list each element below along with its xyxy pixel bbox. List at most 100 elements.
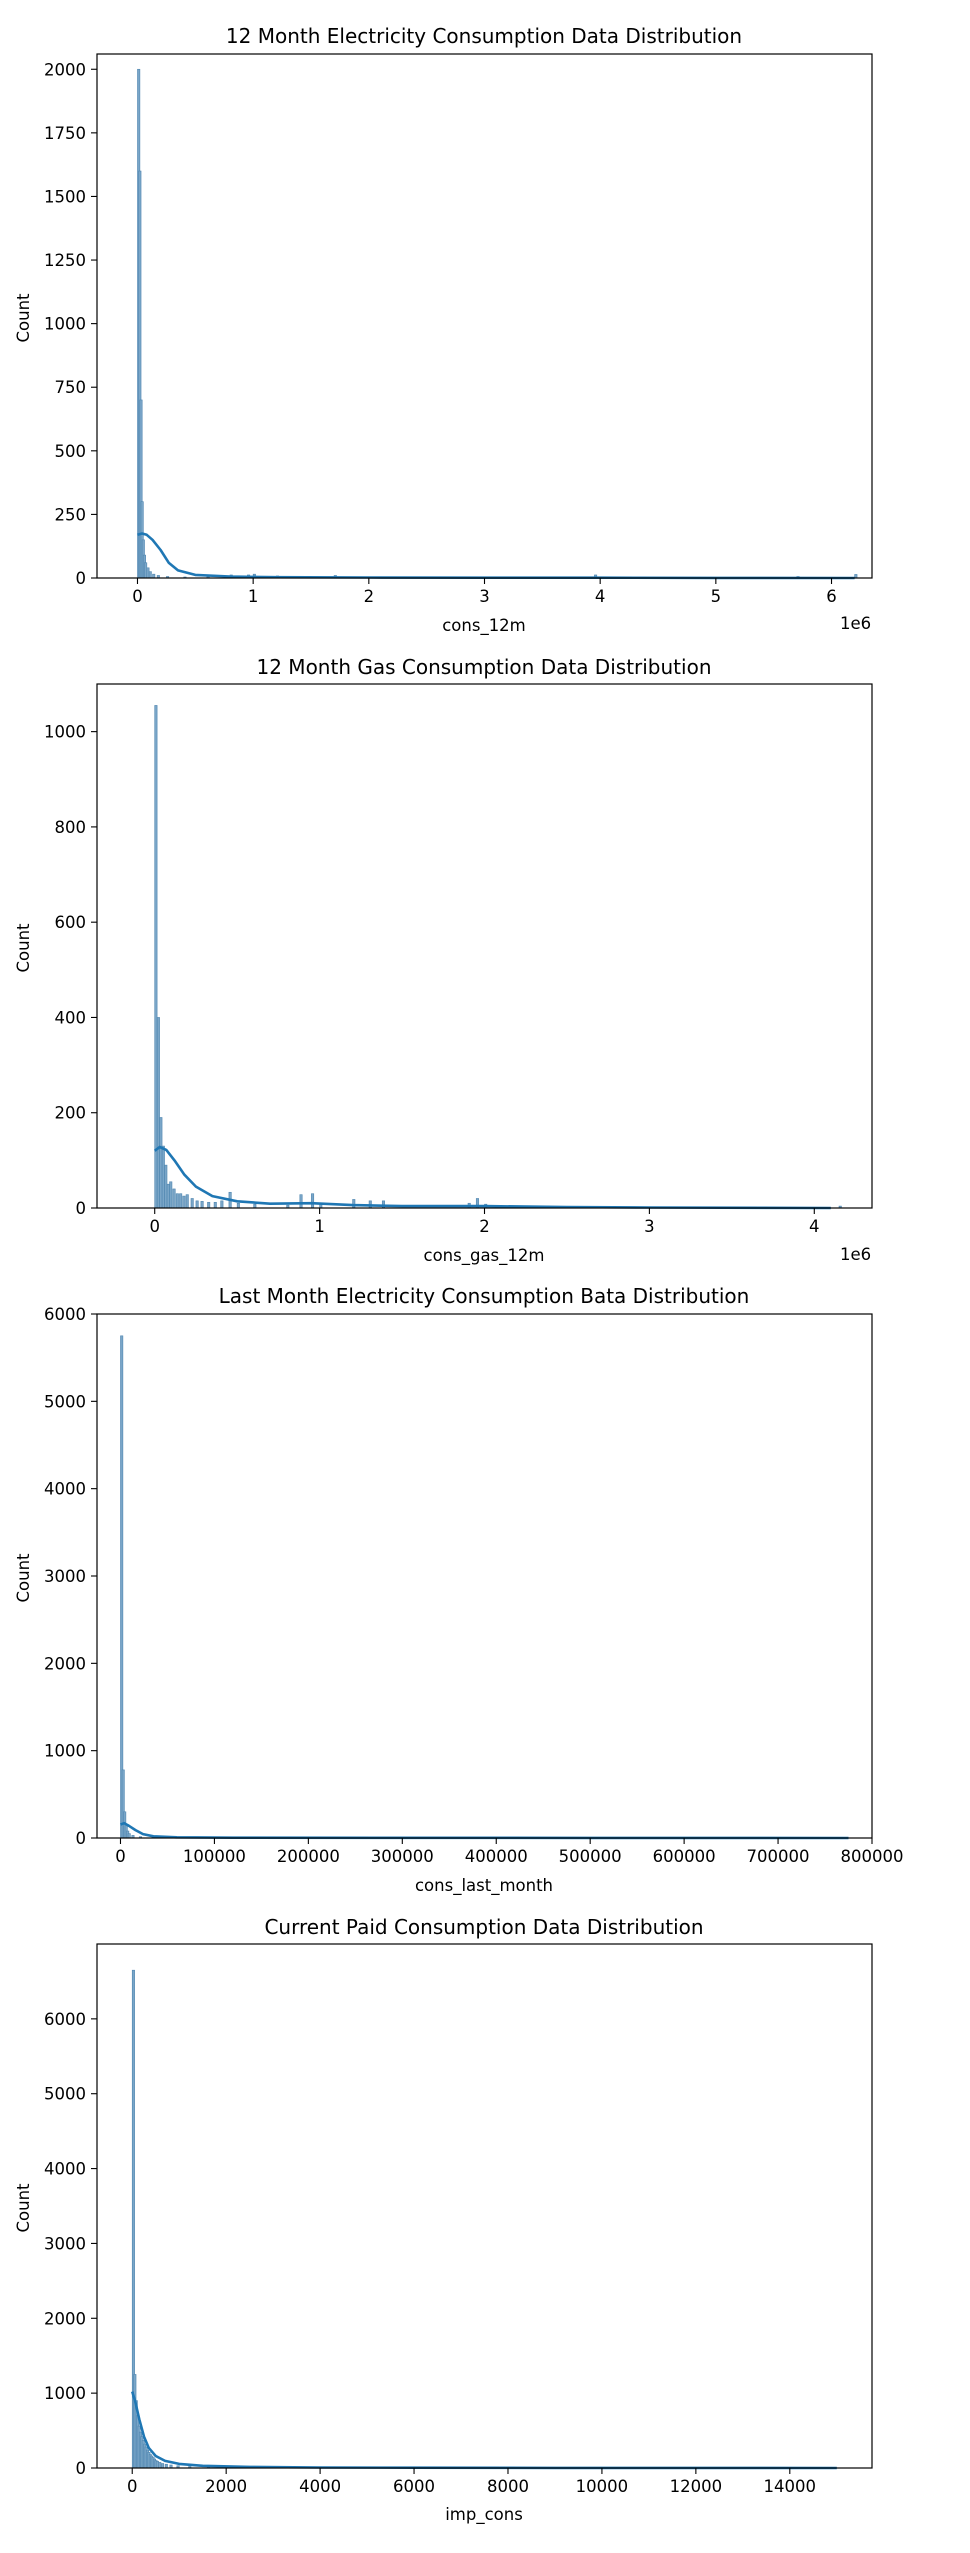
y-tick-label: 0 <box>76 2459 87 2478</box>
histogram-bar <box>182 1195 186 1209</box>
x-tick-label: 2 <box>364 587 375 606</box>
y-tick-label: 600 <box>55 913 87 932</box>
y-axis-label: Count <box>14 2183 33 2233</box>
x-tick-label: 14000 <box>764 2477 817 2496</box>
x-tick-label: 0 <box>115 1847 126 1866</box>
chart-panel-electricity-12m: 12 Month Electricity Consumption Data Di… <box>14 24 873 636</box>
x-tick-label: 300000 <box>371 1847 434 1866</box>
x-tick-label: 6 <box>826 587 837 606</box>
x-tick-label: 4 <box>809 1217 820 1236</box>
y-axis-ticks: 0 1000 2000 3000 4000 5000 6000 <box>44 2010 97 2478</box>
x-axis-ticks: 0 100000 200000 300000 400000 500000 600000 700… <box>115 1838 904 1866</box>
histogram-bar <box>169 1181 173 1209</box>
y-tick-label: 2000 <box>44 2309 86 2328</box>
y-axis-label: Count <box>14 1553 33 1603</box>
histogram-bar <box>311 1193 315 1209</box>
histogram-bar <box>120 1335 124 1839</box>
chart-panel-gas-12m: 12 Month Gas Consumption Data Distributi… <box>14 655 873 1266</box>
y-tick-label: 6000 <box>44 1305 86 1324</box>
x-axis-label: cons_12m <box>442 616 526 636</box>
x-tick-label: 0 <box>127 2477 138 2496</box>
chart-panel-imp-cons: Current Paid Consumption Data Distributi… <box>14 1915 873 2525</box>
chart-title: 12 Month Electricity Consumption Data Di… <box>226 24 742 48</box>
y-tick-label: 200 <box>55 1104 87 1123</box>
y-tick-label: 800 <box>55 818 87 837</box>
y-tick-label: 1500 <box>44 187 86 206</box>
x-tick-label: 5 <box>711 587 722 606</box>
y-tick-label: 1750 <box>44 124 86 143</box>
y-tick-label: 3000 <box>44 1567 86 1586</box>
axes-frame <box>96 1313 873 1839</box>
x-axis-label: imp_cons <box>445 2505 523 2525</box>
kde-curve <box>137 532 855 580</box>
x-tick-label: 600000 <box>653 1847 716 1866</box>
x-tick-label: 500000 <box>559 1847 622 1866</box>
chart-title: 12 Month Gas Consumption Data Distributi… <box>257 655 712 679</box>
x-axis-ticks: 0 2000 4000 6000 8000 10000 12000 14000 <box>127 2468 816 2496</box>
y-axis-ticks: 0 250 500 750 1000 1250 1500 1750 2000 <box>44 60 97 588</box>
x-tick-label: 100000 <box>183 1847 246 1866</box>
histogram-bar <box>161 1145 165 1209</box>
x-tick-label: 4 <box>595 587 606 606</box>
x-tick-label: 400000 <box>465 1847 528 1866</box>
histogram-bar <box>156 1017 160 1209</box>
y-tick-label: 1000 <box>44 2384 86 2403</box>
y-axis-ticks: 0 1000 2000 3000 4000 5000 6000 <box>44 1305 97 1848</box>
histogram-bar <box>195 1200 199 1209</box>
x-tick-label: 0 <box>132 587 143 606</box>
histogram-bar <box>127 1833 131 1839</box>
y-tick-label: 4000 <box>44 2160 86 2179</box>
histogram-bar <box>148 571 152 579</box>
y-tick-label: 750 <box>55 378 87 397</box>
histogram-bars <box>154 705 842 1209</box>
chart-title: Last Month Electricity Consumption Bata … <box>219 1284 750 1308</box>
axis-offset-label: 1e6 <box>840 1245 871 1264</box>
histogram-bar <box>352 1199 356 1209</box>
x-tick-label: 700000 <box>747 1847 810 1866</box>
x-axis-ticks: 0 1 2 3 4 5 6 <box>132 578 837 606</box>
x-axis-label: cons_last_month <box>415 1876 553 1896</box>
x-tick-label: 1 <box>314 1217 325 1236</box>
x-tick-label: 10000 <box>576 2477 629 2496</box>
y-tick-label: 1000 <box>44 723 86 742</box>
y-tick-label: 0 <box>76 1829 87 1848</box>
x-tick-label: 3 <box>644 1217 655 1236</box>
histogram-bar <box>164 1164 168 1209</box>
x-tick-label: 800000 <box>841 1847 904 1866</box>
histogram-bar <box>190 1198 194 1209</box>
histogram-bar <box>220 1200 224 1209</box>
x-tick-label: 12000 <box>670 2477 723 2496</box>
y-tick-label: 3000 <box>44 2234 86 2253</box>
kde-curve <box>153 1145 831 1210</box>
histogram-bar <box>158 2462 162 2469</box>
histogram-bar <box>172 1188 176 1209</box>
y-tick-label: 1000 <box>44 315 86 334</box>
histogram-bars <box>120 1335 142 1839</box>
chart-panel-electricity-last-month: Last Month Electricity Consumption Bata … <box>14 1284 904 1896</box>
y-tick-label: 400 <box>55 1008 87 1027</box>
y-tick-label: 0 <box>76 1199 87 1218</box>
histogram-bar <box>175 1193 179 1209</box>
x-axis-label: cons_gas_12m <box>424 1246 545 1266</box>
histogram-bars <box>137 68 858 579</box>
y-tick-label: 1000 <box>44 1742 86 1761</box>
x-tick-label: 8000 <box>487 2477 529 2496</box>
x-tick-label: 2 <box>479 1217 490 1236</box>
y-tick-label: 5000 <box>44 2085 86 2104</box>
y-tick-label: 500 <box>55 442 87 461</box>
y-tick-label: 2000 <box>44 60 86 79</box>
histogram-bar <box>154 705 158 1209</box>
histogram-bar <box>236 1202 240 1209</box>
histogram-bars <box>131 1969 276 2469</box>
histogram-bar <box>299 1194 303 1209</box>
x-tick-label: 2000 <box>205 2477 247 2496</box>
y-tick-label: 6000 <box>44 2010 86 2029</box>
histogram-bar <box>179 1193 183 1209</box>
histogram-bar <box>166 1183 170 1209</box>
x-tick-label: 1 <box>248 587 259 606</box>
x-tick-label: 200000 <box>277 1847 340 1866</box>
histogram-bar <box>161 2463 165 2469</box>
y-tick-label: 1250 <box>44 251 86 270</box>
y-axis-label: Count <box>14 293 33 343</box>
